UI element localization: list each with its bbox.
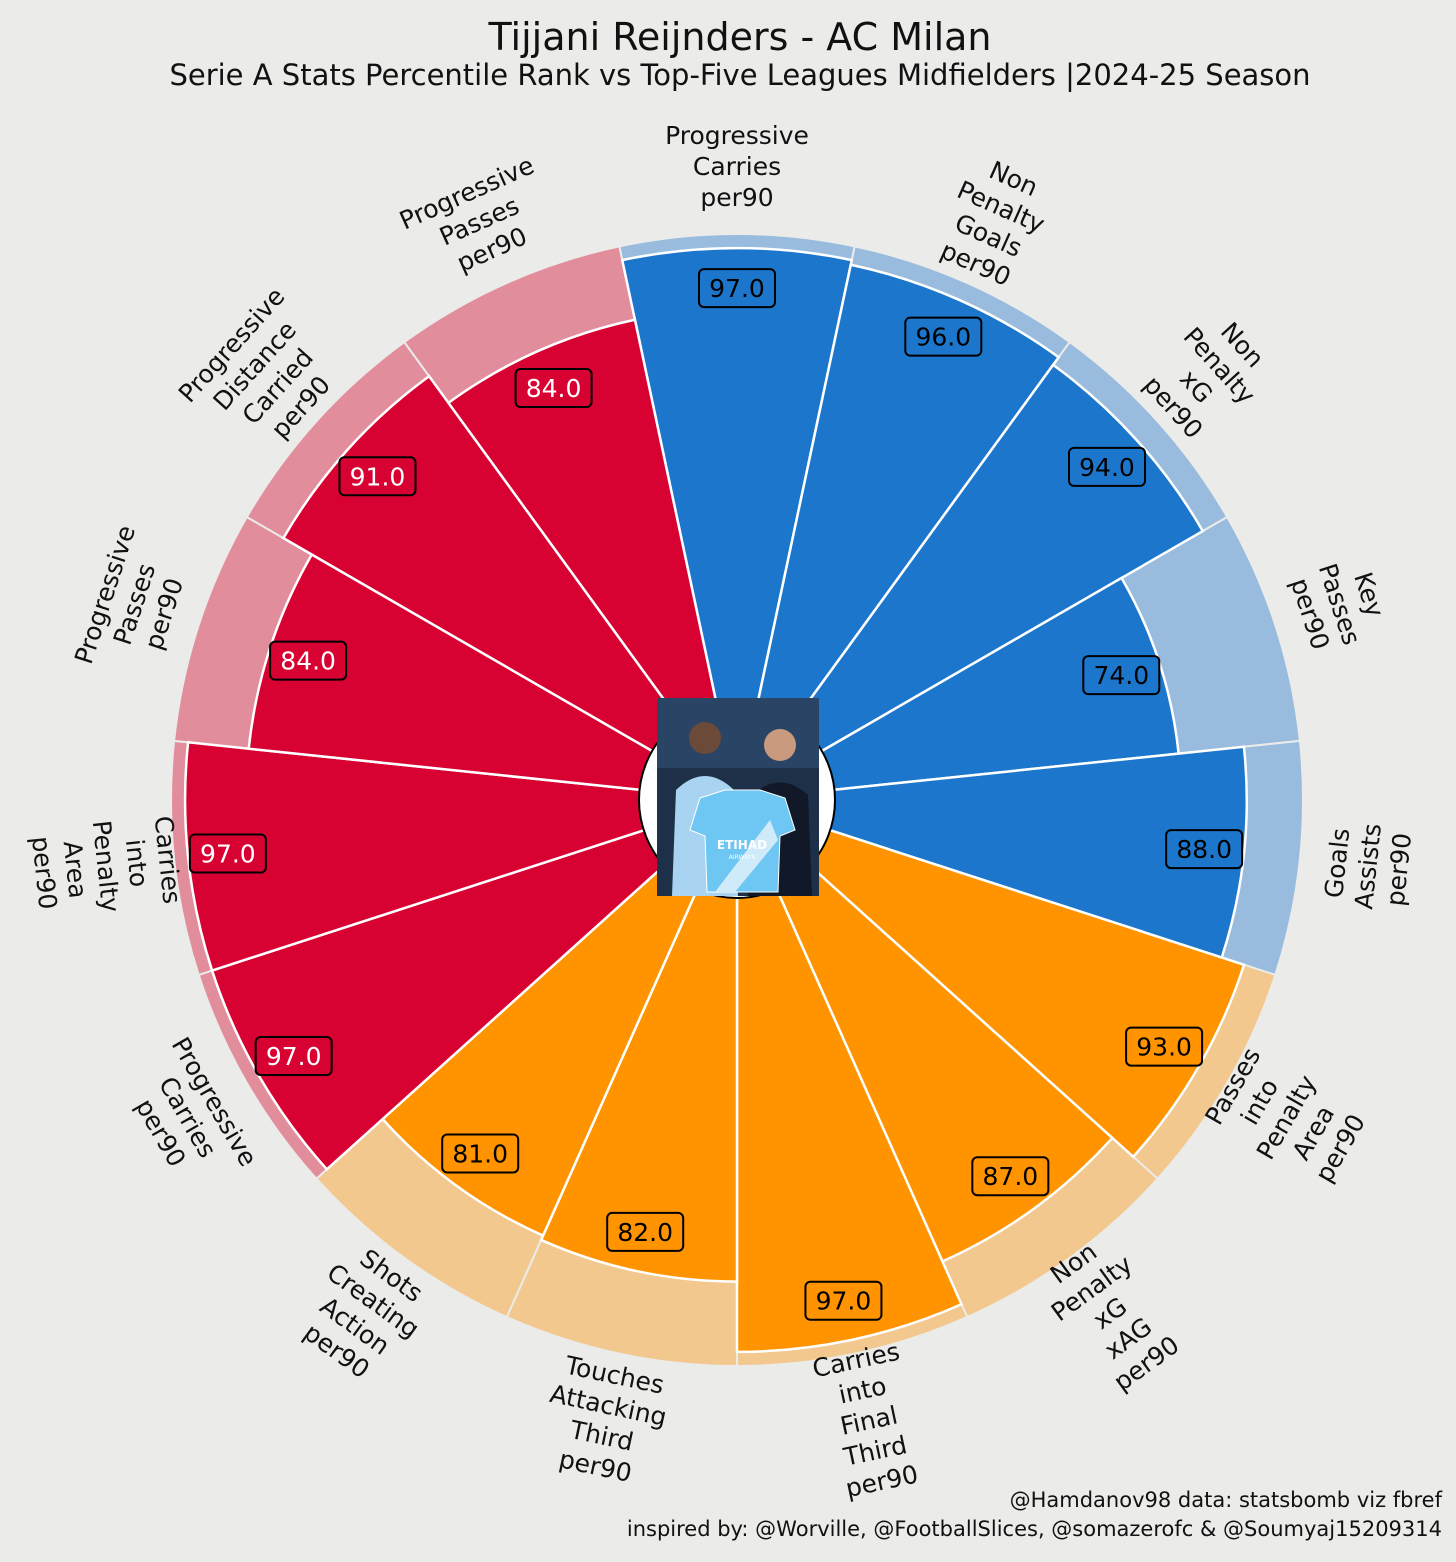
value-text-12: 84.0 — [280, 647, 336, 676]
value-label-4: 88.0 — [1165, 829, 1244, 870]
value-label-0: 97.0 — [698, 268, 776, 309]
param-label-12: ProgressivePassesper90 — [69, 522, 200, 687]
value-text-3: 74.0 — [1093, 661, 1149, 690]
value-label-2: 94.0 — [1067, 446, 1146, 487]
value-label-14: 84.0 — [514, 368, 593, 409]
credit-line-2: inspired by: @Worville, @FootballSlices,… — [626, 1517, 1442, 1541]
chart-title: Tijjani Reijnders - AC Milan — [488, 15, 992, 59]
value-text-7: 97.0 — [816, 1287, 872, 1316]
sponsor-subtext: AIRWAYS — [729, 854, 756, 861]
param-label-1: NonPenaltyGoalsper90 — [928, 147, 1062, 296]
value-label-10: 97.0 — [254, 1035, 333, 1076]
value-label-7: 97.0 — [804, 1280, 883, 1321]
value-label-5: 93.0 — [1125, 1026, 1204, 1067]
credit-line-1: @Hamdanov98 data: statsbomb viz fbref — [1009, 1488, 1442, 1512]
value-text-0: 97.0 — [709, 274, 765, 303]
value-text-9: 81.0 — [452, 1139, 508, 1168]
center-circle: ETIHAD AIRWAYS — [638, 698, 836, 899]
value-label-11: 97.0 — [188, 833, 267, 874]
param-label-11: CarriesintoPenaltyAreaper90 — [25, 812, 187, 920]
value-text-5: 93.0 — [1136, 1033, 1192, 1062]
value-text-13: 91.0 — [350, 462, 406, 491]
value-text-11: 97.0 — [200, 840, 256, 869]
value-text-6: 87.0 — [983, 1162, 1039, 1191]
param-label-3: KeyPassesper90 — [1283, 550, 1395, 658]
param-label-0: Progressive Carries per90 — [665, 121, 809, 212]
param-label-7: CarriesintoFinalThirdper90 — [810, 1337, 928, 1505]
value-label-12: 84.0 — [269, 640, 348, 681]
value-label-3: 74.0 — [1082, 655, 1161, 696]
chart-subtitle: Serie A Stats Percentile Rank vs Top-Fiv… — [169, 58, 1310, 92]
value-text-14: 84.0 — [526, 374, 582, 403]
value-labels: 97.0 96.0 94.0 74.0 88.0 93.0 87.0 97.0 82.0 81.0… — [188, 268, 1244, 1321]
param-label-9: ShotsCreatingActionper90 — [285, 1233, 443, 1394]
value-label-6: 87.0 — [971, 1156, 1050, 1197]
value-label-9: 81.0 — [441, 1133, 520, 1174]
value-text-4: 88.0 — [1176, 835, 1232, 864]
value-text-10: 97.0 — [266, 1042, 322, 1071]
param-label-8: TouchesAttackingThirdper90 — [534, 1349, 675, 1493]
value-label-13: 91.0 — [338, 456, 417, 497]
sponsor-text: ETIHAD — [717, 838, 767, 852]
value-label-8: 82.0 — [606, 1211, 685, 1252]
player-photo: ETIHAD AIRWAYS — [657, 698, 819, 896]
param-label-4: GoalsAssistsper90 — [1318, 819, 1417, 914]
value-text-8: 82.0 — [617, 1218, 673, 1247]
value-text-1: 96.0 — [915, 323, 971, 352]
value-wedges — [183, 246, 1248, 1354]
value-label-1: 96.0 — [904, 316, 983, 357]
value-text-2: 94.0 — [1079, 453, 1135, 482]
